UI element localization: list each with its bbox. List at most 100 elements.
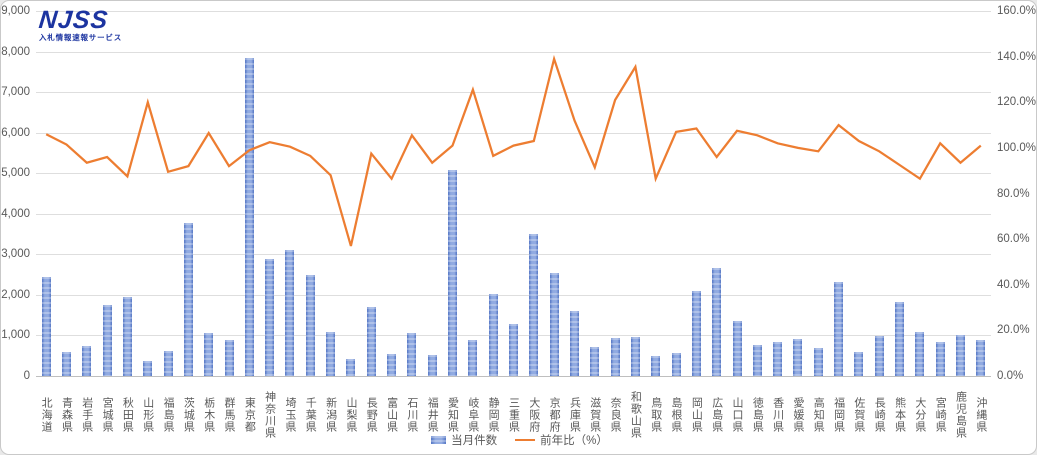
bar-鹿児島県 (956, 334, 966, 376)
left-axis-tick: 4,000 (1, 207, 30, 220)
chart-plot-area (36, 11, 991, 377)
gridline (36, 254, 991, 256)
bar-島根県 (671, 353, 681, 376)
right-axis-tick: 80.0% (997, 187, 1030, 200)
x-label-山梨県: 山梨県 (344, 397, 357, 433)
chart-legend: 当月件数 前年比（%） (1, 431, 1037, 449)
left-axis-tick: 1,000 (1, 329, 30, 342)
yoy-line (45, 54, 982, 247)
bar-和歌山県 (630, 337, 640, 376)
bar-静岡県 (488, 293, 498, 376)
x-label-福島県: 福島県 (162, 397, 175, 433)
njss-logo-text: NJSS (37, 6, 110, 34)
x-label-兵庫県: 兵庫県 (568, 397, 581, 433)
x-label-宮崎県: 宮崎県 (934, 397, 947, 433)
bar-大分県 (915, 332, 925, 376)
bar-series-label: 当月件数 (451, 435, 498, 447)
right-axis-tick: 120.0% (997, 96, 1037, 109)
bar-奈良県 (610, 338, 620, 376)
gridline (36, 213, 991, 215)
x-label-広島県: 広島県 (710, 397, 723, 433)
bar-茨城県 (183, 222, 193, 376)
njss-logo-subtitle: 入札情報速報サービス (39, 33, 122, 42)
x-label-鳥取県: 鳥取県 (649, 397, 662, 433)
x-label-茨城県: 茨城県 (182, 397, 195, 433)
x-label-岩手県: 岩手県 (80, 397, 93, 433)
gridline (36, 92, 991, 94)
x-label-愛知県: 愛知県 (446, 397, 459, 433)
bar-兵庫県 (569, 311, 579, 376)
yoy-line-chart (45, 54, 982, 247)
x-axis-line (36, 376, 991, 377)
x-label-熊本県: 熊本県 (893, 397, 906, 433)
right-axis-tick: 140.0% (997, 50, 1037, 63)
bar-広島県 (712, 268, 722, 376)
x-label-埼玉県: 埼玉県 (283, 397, 296, 433)
x-label-島根県: 島根県 (670, 397, 683, 433)
bar-山口県 (732, 320, 742, 376)
x-label-秋田県: 秋田県 (121, 397, 134, 433)
bar-埼玉県 (285, 249, 295, 376)
x-label-東京都: 東京都 (243, 397, 256, 433)
x-label-山口県: 山口県 (731, 397, 743, 433)
x-label-徳島県: 徳島県 (751, 397, 764, 433)
bar-series-swatch-icon (431, 436, 447, 444)
x-label-三重県: 三重県 (507, 397, 520, 433)
x-label-香川県: 香川県 (771, 397, 784, 433)
x-label-長崎県: 長崎県 (873, 397, 886, 433)
bar-熊本県 (895, 302, 905, 376)
bar-長崎県 (874, 336, 884, 376)
left-axis-tick: 9,000 (1, 5, 30, 17)
right-axis-tick: 60.0% (997, 233, 1030, 246)
left-axis-tick: 3,000 (1, 248, 30, 261)
bar-石川県 (407, 333, 417, 376)
line-series-label: 前年比（%） (540, 435, 608, 447)
bar-栃木県 (204, 333, 214, 376)
x-label-沖縄県: 沖縄県 (974, 397, 987, 433)
x-label-大阪府: 大阪府 (527, 397, 540, 433)
bar-長野県 (366, 307, 376, 376)
x-label-長野県: 長野県 (365, 397, 378, 433)
gridline (36, 11, 991, 12)
left-axis-tick: 5,000 (1, 167, 30, 180)
x-label-京都府: 京都府 (548, 397, 561, 433)
x-label-和歌山県: 和歌山県 (629, 391, 642, 439)
x-label-福岡県: 福岡県 (832, 397, 845, 433)
x-label-栃木県: 栃木県 (202, 397, 215, 433)
bar-大阪府 (529, 234, 539, 376)
left-axis-tick: 6,000 (1, 126, 30, 139)
right-axis-tick: 0.0% (997, 370, 1024, 382)
x-label-佐賀県: 佐賀県 (852, 397, 865, 433)
bar-神奈川県 (265, 259, 275, 376)
bar-徳島県 (752, 345, 762, 376)
bar-福井県 (427, 354, 437, 376)
bar-山形県 (143, 360, 153, 376)
bar-沖縄県 (976, 339, 986, 376)
bar-岡山県 (691, 291, 701, 376)
x-label-北海道: 北海道 (40, 397, 53, 433)
bar-岩手県 (82, 345, 92, 376)
x-label-高知県: 高知県 (812, 397, 825, 433)
gridline (36, 173, 991, 175)
gridline (36, 132, 991, 134)
bar-京都府 (549, 272, 559, 376)
x-label-宮城県: 宮城県 (101, 397, 114, 433)
bar-高知県 (813, 347, 823, 376)
x-label-富山県: 富山県 (385, 397, 398, 433)
x-label-愛媛県: 愛媛県 (791, 397, 804, 433)
right-axis-tick: 160.0% (997, 5, 1037, 17)
x-label-石川県: 石川県 (405, 397, 418, 433)
x-label-奈良県: 奈良県 (609, 397, 622, 433)
x-label-新潟県: 新潟県 (324, 397, 337, 433)
left-axis-tick: 8,000 (1, 45, 30, 58)
bar-岐阜県 (468, 339, 478, 376)
legend-item-line-series: 前年比（%） (515, 432, 608, 448)
bar-香川県 (773, 341, 783, 376)
x-label-山形県: 山形県 (141, 397, 154, 433)
x-label-静岡県: 静岡県 (487, 397, 500, 433)
x-label-青森県: 青森県 (60, 397, 73, 433)
bar-福岡県 (834, 282, 844, 376)
right-axis-tick: 20.0% (997, 324, 1030, 337)
bar-宮崎県 (935, 341, 945, 376)
